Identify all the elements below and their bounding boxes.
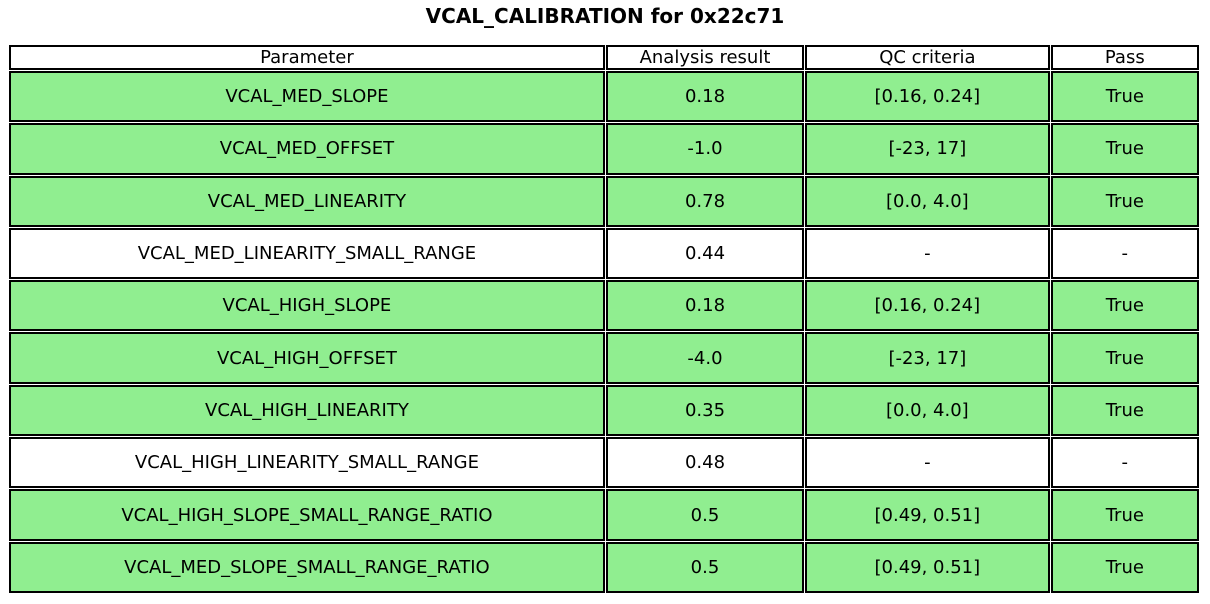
column-header-qc-criteria: QC criteria <box>805 45 1050 70</box>
cell-parameter: VCAL_HIGH_SLOPE_SMALL_RANGE_RATIO <box>9 489 605 541</box>
cell-pass: True <box>1050 489 1199 541</box>
column-header-analysis-result: Analysis result <box>605 45 805 70</box>
cell-qc-criteria: [0.16, 0.24] <box>805 71 1050 123</box>
cell-parameter: VCAL_HIGH_LINEARITY <box>9 384 605 437</box>
cell-analysis-result: -4.0 <box>605 332 805 384</box>
cell-qc-criteria: [0.0, 4.0] <box>805 175 1050 227</box>
cell-analysis-result: 0.18 <box>605 280 805 332</box>
cell-parameter: VCAL_MED_SLOPE_SMALL_RANGE_RATIO <box>9 541 605 593</box>
column-header-parameter: Parameter <box>9 45 605 70</box>
column-header-pass: Pass <box>1050 45 1199 70</box>
cell-pass: True <box>1050 123 1199 175</box>
cell-qc-criteria: - <box>805 227 1050 280</box>
page-title: VCAL_CALIBRATION for 0x22c71 <box>425 4 785 28</box>
cell-pass: True <box>1050 71 1199 123</box>
table-row: VCAL_HIGH_LINEARITY 0.35 [0.0, 4.0] True <box>9 384 1199 437</box>
cell-pass: - <box>1050 227 1199 280</box>
cell-qc-criteria: [-23, 17] <box>805 123 1050 175</box>
cell-pass: True <box>1050 332 1199 384</box>
cell-qc-criteria: [0.49, 0.51] <box>805 541 1050 593</box>
cell-parameter: VCAL_MED_OFFSET <box>9 123 605 175</box>
qc-table: Parameter Analysis result QC criteria Pa… <box>8 44 1200 594</box>
cell-analysis-result: 0.35 <box>605 384 805 437</box>
table-body: VCAL_MED_SLOPE 0.18 [0.16, 0.24] True VCAL_M… <box>9 71 1199 593</box>
cell-qc-criteria: - <box>805 437 1050 489</box>
table-row: VCAL_MED_SLOPE_SMALL_RANGE_RATIO 0.5 [0.49… <box>9 541 1199 593</box>
cell-qc-criteria: [0.16, 0.24] <box>805 280 1050 332</box>
cell-analysis-result: 0.18 <box>605 71 805 123</box>
table-row: VCAL_MED_LINEARITY_SMALL_RANGE 0.44- - <box>9 227 1199 280</box>
cell-pass: - <box>1050 437 1199 489</box>
cell-analysis-result: -1.0 <box>605 123 805 175</box>
cell-parameter: VCAL_HIGH_LINEARITY_SMALL_RANGE <box>9 437 605 489</box>
table-row: VCAL_HIGH_SLOPE 0.18 [0.16, 0.24] True <box>9 280 1199 332</box>
cell-analysis-result: 0.5 <box>605 541 805 593</box>
header-row: Parameter Analysis result QC criteria Pa… <box>9 45 1199 70</box>
table-row: VCAL_HIGH_OFFSET -4.0 [-23, 17] True <box>9 332 1199 384</box>
cell-analysis-result: 0.5 <box>605 489 805 541</box>
cell-pass: True <box>1050 280 1199 332</box>
cell-qc-criteria: [0.0, 4.0] <box>805 384 1050 437</box>
cell-parameter: VCAL_MED_LINEARITY_SMALL_RANGE <box>9 227 605 280</box>
cell-analysis-result: 0.44 <box>605 227 805 280</box>
table-row: VCAL_HIGH_SLOPE_SMALL_RANGE_RATIO 0.5 [0.4… <box>9 489 1199 541</box>
table-row: VCAL_MED_OFFSET -1.0 [-23, 17] True <box>9 123 1199 175</box>
cell-parameter: VCAL_HIGH_OFFSET <box>9 332 605 384</box>
cell-parameter: VCAL_MED_SLOPE <box>9 71 605 123</box>
cell-parameter: VCAL_MED_LINEARITY <box>9 175 605 227</box>
cell-qc-criteria: [-23, 17] <box>805 332 1050 384</box>
table-row: VCAL_MED_LINEARITY 0.78 [0.0, 4.0] True <box>9 175 1199 227</box>
cell-qc-criteria: [0.49, 0.51] <box>805 489 1050 541</box>
table-row: VCAL_MED_SLOPE 0.18 [0.16, 0.24] True <box>9 71 1199 123</box>
cell-parameter: VCAL_HIGH_SLOPE <box>9 280 605 332</box>
cell-pass: True <box>1050 384 1199 437</box>
cell-pass: True <box>1050 541 1199 593</box>
cell-analysis-result: 0.48 <box>605 437 805 489</box>
table-row: VCAL_HIGH_LINEARITY_SMALL_RANGE 0.48- - <box>9 437 1199 489</box>
cell-pass: True <box>1050 175 1199 227</box>
cell-analysis-result: 0.78 <box>605 175 805 227</box>
